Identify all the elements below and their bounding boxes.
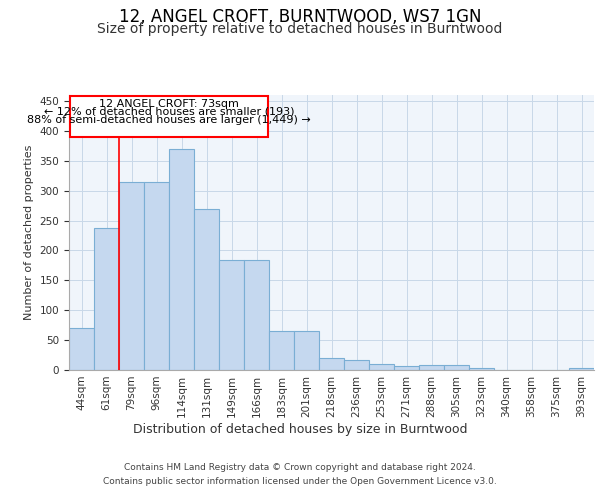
Bar <box>469 368 494 370</box>
Bar <box>144 182 169 370</box>
Bar <box>369 364 394 370</box>
Bar <box>69 328 94 370</box>
Bar <box>294 331 319 370</box>
Bar <box>219 260 244 370</box>
Bar <box>419 364 444 370</box>
Text: Contains HM Land Registry data © Crown copyright and database right 2024.: Contains HM Land Registry data © Crown c… <box>124 462 476 471</box>
Bar <box>394 366 419 370</box>
Text: 12 ANGEL CROFT: 73sqm: 12 ANGEL CROFT: 73sqm <box>99 99 239 109</box>
Bar <box>444 364 469 370</box>
Text: ← 12% of detached houses are smaller (193): ← 12% of detached houses are smaller (19… <box>44 107 294 117</box>
Bar <box>269 331 294 370</box>
Bar <box>169 149 194 370</box>
Bar <box>319 358 344 370</box>
Text: Distribution of detached houses by size in Burntwood: Distribution of detached houses by size … <box>133 422 467 436</box>
Y-axis label: Number of detached properties: Number of detached properties <box>24 145 34 320</box>
Text: 12, ANGEL CROFT, BURNTWOOD, WS7 1GN: 12, ANGEL CROFT, BURNTWOOD, WS7 1GN <box>119 8 481 26</box>
Bar <box>569 368 594 370</box>
Bar <box>344 360 369 370</box>
Bar <box>70 96 268 137</box>
Bar <box>119 182 144 370</box>
Text: Size of property relative to detached houses in Burntwood: Size of property relative to detached ho… <box>97 22 503 36</box>
Bar <box>194 208 219 370</box>
Bar <box>244 260 269 370</box>
Text: 88% of semi-detached houses are larger (1,449) →: 88% of semi-detached houses are larger (… <box>27 114 311 124</box>
Text: Contains public sector information licensed under the Open Government Licence v3: Contains public sector information licen… <box>103 478 497 486</box>
Bar <box>94 228 119 370</box>
